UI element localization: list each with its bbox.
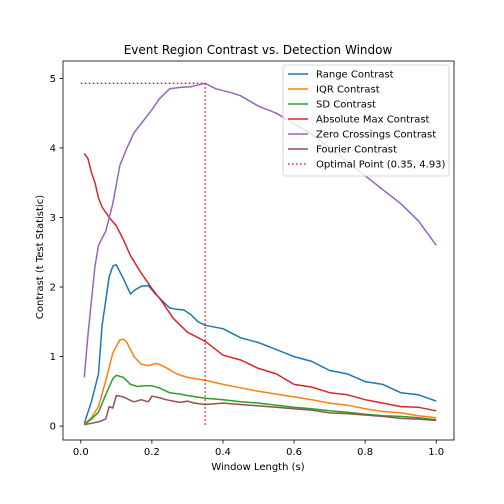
chart-title: Event Region Contrast vs. Detection Wind… (124, 43, 393, 57)
legend-box (282, 64, 450, 177)
y-axis-ticks: 0 1 2 3 4 5 (50, 74, 63, 433)
plot-frame (62, 60, 455, 441)
x-tick-label: 0.8 (357, 447, 373, 458)
x-axis-ticks: 0.0 0.2 0.4 0.6 0.8 1.0 (73, 440, 444, 458)
x-tick-label: 1.0 (428, 447, 444, 458)
legend-entry-label: Absolute Max Contrast (316, 115, 430, 126)
series-line-range-contrast (83, 264, 437, 424)
x-tick-label: 0.6 (286, 447, 302, 458)
x-axis-label: Window Length (s) (211, 462, 304, 473)
y-tick-label: 1 (50, 352, 56, 363)
y-axis-label: Contrast (t Test Statistic) (35, 195, 46, 319)
legend-entry-label: SD Contrast (316, 100, 376, 111)
x-tick-label: 0.4 (215, 447, 231, 458)
x-tick-label: 0.0 (73, 447, 89, 458)
y-tick-label: 5 (50, 74, 56, 85)
series-line-iqr-contrast (83, 338, 437, 425)
series-line-absolute-max-contrast (83, 153, 437, 412)
plot-area (80, 82, 437, 427)
legend[interactable]: Range Contrast IQR Contrast SD Contrast Abs… (282, 64, 450, 177)
legend-entry-label: Optimal Point (0.35, 4.93) (316, 160, 446, 171)
y-tick-label: 0 (50, 422, 56, 433)
legend-entry-label: Range Contrast (316, 70, 394, 81)
legend-entry-label: Zero Crossings Contrast (316, 130, 436, 141)
legend-entry-label: Fourier Contrast (316, 145, 397, 156)
y-tick-label: 3 (50, 213, 56, 224)
series-line-fourier-contrast (84, 394, 437, 426)
y-tick-label: 4 (50, 143, 56, 154)
y-tick-label: 2 (50, 283, 56, 294)
legend-entry-label: IQR Contrast (316, 85, 380, 96)
x-tick-label: 0.2 (144, 447, 160, 458)
series-line-sd-contrast (83, 374, 437, 426)
